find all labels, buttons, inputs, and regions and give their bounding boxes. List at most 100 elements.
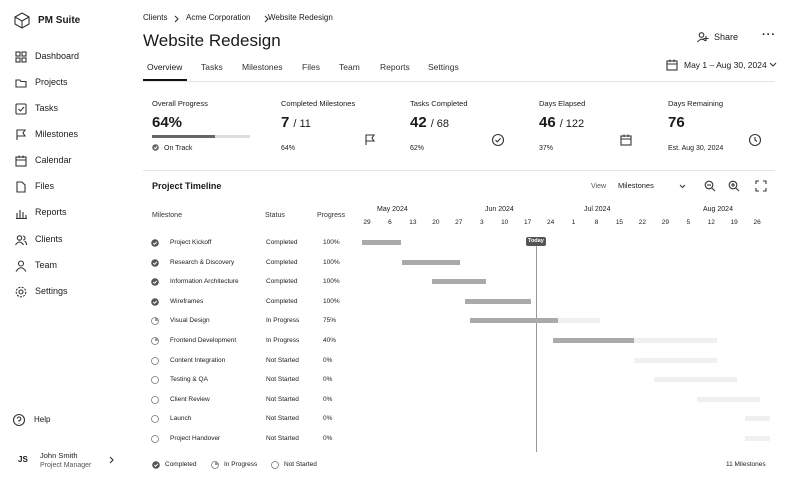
gantt-bar-remaining <box>697 396 760 402</box>
stat-icon <box>748 133 762 147</box>
stat-label: Days Elapsed <box>539 99 586 108</box>
nav-item[interactable]: Files <box>35 181 55 191</box>
nav-item[interactable]: Settings <box>35 286 68 296</box>
gantt-bar <box>402 259 460 265</box>
gantt-bar-remaining <box>654 377 737 383</box>
milestone-progress: 75% <box>323 317 337 325</box>
stat-icon <box>620 134 632 146</box>
gantt-bar <box>362 240 401 245</box>
page-title: Website Redesign <box>143 31 281 50</box>
nav-item[interactable]: Team <box>35 260 58 270</box>
tab[interactable]: Settings <box>428 62 459 72</box>
nav-item[interactable]: Calendar <box>35 155 72 165</box>
milestone-name[interactable]: Testing & QA <box>170 376 208 384</box>
month-label: Jul 2024 <box>584 206 611 213</box>
stat-label: Tasks Completed <box>410 99 468 108</box>
status-icon <box>151 356 159 365</box>
milestone-status: Completed <box>266 239 298 246</box>
milestone-progress: 0% <box>323 356 333 364</box>
nav-item[interactable]: Clients <box>35 234 63 244</box>
stat-label: Completed Milestones <box>281 99 356 108</box>
stat-value: 7/ 11 <box>281 114 311 131</box>
status-icon <box>151 415 159 424</box>
milestone-progress: 100% <box>323 239 340 246</box>
nav-icon <box>15 155 27 167</box>
status-icon <box>151 376 159 385</box>
day-label: 6 <box>388 219 392 226</box>
tab[interactable]: Reports <box>380 62 410 72</box>
chevron <box>109 456 114 464</box>
tab[interactable]: Tasks <box>201 62 223 72</box>
tab[interactable]: Team <box>339 62 360 72</box>
tab[interactable]: Milestones <box>242 62 283 72</box>
column-header: Status <box>265 212 285 219</box>
nav-item[interactable]: Projects <box>35 77 68 87</box>
milestone-name[interactable]: Client Review <box>170 395 210 403</box>
status-icon <box>151 435 159 443</box>
milestone-name[interactable]: Research & Discovery <box>170 258 235 266</box>
milestone-name[interactable]: Content Integration <box>170 356 226 364</box>
nav-item[interactable]: Dashboard <box>35 51 80 61</box>
milestone-status: In Progress <box>266 317 300 325</box>
nav-icon <box>15 79 27 88</box>
milestone-status: Completed <box>266 297 298 305</box>
legend-icon <box>271 461 279 469</box>
date-range[interactable]: May 1 – Aug 30, 2024 <box>684 60 767 70</box>
day-label: 8 <box>594 219 599 226</box>
milestone-name[interactable]: Project Kickoff <box>170 239 212 246</box>
stat-total: / 68 <box>430 118 450 130</box>
milestone-progress: 40% <box>323 337 337 344</box>
day-label: 20 <box>432 219 440 226</box>
nav-icon <box>15 286 27 298</box>
stat-value: 76 <box>668 114 685 131</box>
chevron <box>679 184 686 189</box>
breadcrumb-sep <box>264 15 269 23</box>
nav-item[interactable]: Tasks <box>35 103 59 113</box>
legend-label: Not Started <box>284 461 317 468</box>
share-button[interactable]: Share <box>714 32 739 42</box>
month-label: May 2024 <box>377 206 408 213</box>
calendar-icon <box>666 59 678 71</box>
milestone-name[interactable]: Visual Design <box>170 317 210 325</box>
progress-bar <box>152 135 215 138</box>
milestone-status: Not Started <box>266 395 299 403</box>
milestone-name[interactable]: Information Architecture <box>170 278 239 286</box>
tab[interactable]: Overview <box>147 62 183 72</box>
status-icon <box>151 395 159 404</box>
more-button[interactable]: ··· <box>762 29 776 41</box>
help-link[interactable]: Help <box>34 415 51 424</box>
gantt-bar-remaining <box>745 416 770 422</box>
legend-label: In Progress <box>224 461 258 468</box>
milestone-progress: 100% <box>323 278 340 286</box>
month-label: Aug 2024 <box>703 206 733 213</box>
day-label: 29 <box>363 219 371 226</box>
gantt-bar <box>465 298 531 304</box>
breadcrumb[interactable]: Clients <box>143 13 168 22</box>
milestone-name[interactable]: Project Handover <box>170 435 221 442</box>
tab[interactable]: Files <box>302 62 320 72</box>
user-initials: JS <box>18 455 28 464</box>
stat-total: / 122 <box>559 118 585 130</box>
breadcrumb-sep <box>174 15 179 23</box>
milestone-progress: 0% <box>323 395 333 403</box>
milestone-name[interactable]: Frontend Development <box>170 337 237 344</box>
milestone-status: Not Started <box>266 415 299 423</box>
nav-item[interactable]: Milestones <box>35 129 79 139</box>
gantt-bar-remaining <box>634 338 717 343</box>
view-select[interactable]: Milestones <box>618 181 654 190</box>
fullscreen <box>755 180 767 192</box>
tab-underline <box>143 79 187 81</box>
day-label: 10 <box>501 219 509 226</box>
status-icon <box>151 337 159 345</box>
milestone-name[interactable]: Wireframes <box>170 297 204 305</box>
nav-icon <box>15 260 27 272</box>
logo <box>14 12 30 29</box>
milestone-progress: 100% <box>323 297 340 305</box>
milestone-status: Completed <box>266 258 298 266</box>
legend-icon <box>211 461 219 469</box>
breadcrumb[interactable]: Acme Corporation <box>186 13 251 22</box>
milestone-name[interactable]: Launch <box>170 415 192 423</box>
nav-item[interactable]: Reports <box>35 207 67 217</box>
day-label: 22 <box>638 219 646 226</box>
milestone-progress: 0% <box>323 376 333 384</box>
